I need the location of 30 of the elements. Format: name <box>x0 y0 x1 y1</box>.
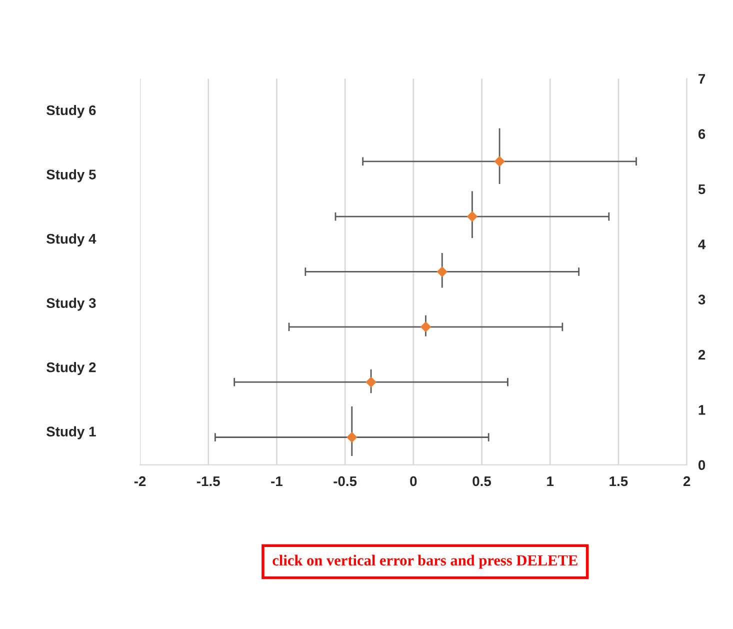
text: Study 1 <box>46 426 96 440</box>
y-tick-label: 3 <box>698 294 706 305</box>
y-tick-label: 1 <box>698 405 706 415</box>
y-tick-label: 0 <box>698 460 706 470</box>
x-tick-label: 1.5 <box>610 476 628 486</box>
y-tick-label: 2 <box>698 350 706 360</box>
text: Study 4 <box>46 234 96 246</box>
y-tick-label: 4 <box>698 240 706 250</box>
text: Study 5 <box>46 169 96 182</box>
x-tick-label: 0.5 <box>472 476 492 486</box>
point <box>420 322 432 332</box>
text: click on vertical error bars and press DELETE <box>272 554 578 569</box>
text: Study 3 <box>46 298 96 311</box>
point <box>466 211 478 222</box>
x-tick-label: 2 <box>683 476 690 486</box>
x-tick-label: -2 <box>134 476 146 486</box>
x-tick-label: -0.5 <box>334 476 357 486</box>
x-tick-label: 0 <box>410 476 417 486</box>
y-tick-label: 6 <box>698 129 706 139</box>
y-tick-label: 7 <box>698 74 706 84</box>
text: Study 2 <box>46 362 96 375</box>
point <box>346 432 358 443</box>
point <box>366 376 376 388</box>
text: Study 6 <box>46 104 96 118</box>
point <box>494 156 505 167</box>
y-tick-label: 5 <box>698 184 706 194</box>
x-tick-label: -1.5 <box>196 476 220 486</box>
x-tick-label: 1 <box>547 476 554 486</box>
point <box>436 266 448 278</box>
x-tick-label: -1 <box>271 476 282 486</box>
